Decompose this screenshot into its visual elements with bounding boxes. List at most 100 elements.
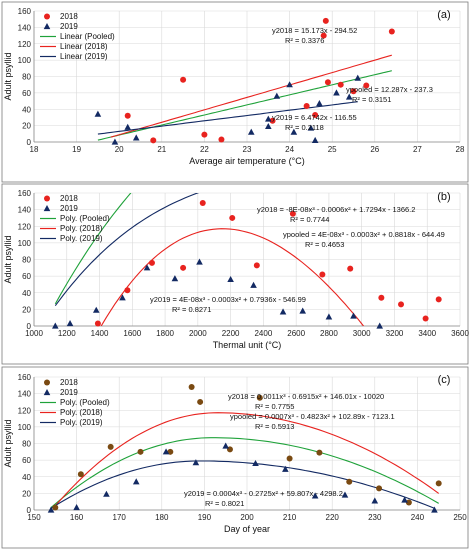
y-tick-label: 80	[22, 440, 31, 449]
point-2019	[311, 136, 319, 143]
x-tick-label: 160	[70, 513, 84, 522]
x-tick-label: 230	[368, 513, 382, 522]
point-2018	[363, 82, 370, 89]
y-tick-label: 100	[18, 423, 32, 432]
point-2019	[286, 81, 293, 88]
x-tick-label: 24	[285, 145, 294, 154]
x-tick-label: 27	[413, 145, 422, 154]
x-tick-label: 220	[326, 513, 340, 522]
point-2018	[435, 296, 442, 303]
fit-r2: R² = 0.8271	[172, 305, 211, 314]
panel-2: 0 20 40 60 80 100 120 140 160 1000 1200 1400 1600 180…	[1, 183, 469, 365]
point-2019	[376, 322, 384, 329]
legend-item: 2019	[60, 388, 78, 397]
point-2019	[345, 93, 353, 100]
point-2018	[322, 17, 329, 24]
point-2018	[124, 287, 131, 294]
x-axis-label: Thermal unit (°C)	[213, 340, 282, 350]
point-2019	[371, 497, 379, 504]
point-2019	[52, 322, 59, 329]
fit-equation: ypooled = 12.287x - 237.3	[346, 85, 433, 94]
point-2018	[199, 199, 206, 206]
legend-item: Linear (2019)	[60, 52, 108, 61]
x-tick-label: 1800	[156, 329, 174, 338]
point-2019	[341, 491, 349, 498]
legend-item: Linear (2018)	[60, 42, 108, 51]
point-2018	[435, 480, 442, 487]
point-2018	[337, 81, 344, 88]
point-2018	[253, 262, 260, 269]
point-2018	[289, 210, 296, 217]
panel-label: (a)	[437, 9, 450, 21]
point-2018	[229, 214, 236, 221]
y-tick-label: 120	[18, 406, 32, 415]
x-tick-label: 3400	[418, 329, 436, 338]
legend-item: Poly. (2019)	[60, 418, 103, 427]
x-tick-label: 1600	[123, 329, 141, 338]
x-tick-label: 2000	[189, 329, 207, 338]
legend-item: Poly. (2019)	[60, 234, 103, 243]
fit-line-poly-2018-	[54, 412, 440, 507]
point-2019	[311, 492, 319, 499]
point-2019	[192, 459, 200, 466]
panel-1: 0 20 40 60 80 100 120 140 160 18 19 20 21 22 23 24 25 26 2…	[1, 1, 469, 183]
y-tick-label: 60	[22, 89, 31, 98]
panel-label: (c)	[438, 374, 451, 386]
point-2019	[350, 312, 357, 319]
point-2019	[401, 496, 408, 503]
point-2018	[137, 448, 144, 455]
point-2018	[107, 443, 114, 450]
point-2018	[316, 449, 323, 456]
point-2018	[188, 383, 195, 390]
point-2019	[94, 110, 102, 117]
point-2019	[325, 313, 333, 320]
y-tick-label: 140	[18, 206, 32, 215]
point-2019	[227, 275, 234, 283]
point-2019	[431, 506, 438, 513]
y-tick-label: 0	[27, 138, 32, 147]
point-2019	[273, 92, 281, 99]
x-tick-label: 150	[27, 513, 41, 522]
x-tick-label: 1200	[58, 329, 76, 338]
fit-line-linear-2018-	[110, 54, 392, 138]
point-2019	[354, 74, 362, 81]
x-tick-label: 3000	[353, 329, 371, 338]
x-tick-label: 210	[283, 513, 297, 522]
x-tick-label: 21	[157, 145, 166, 154]
panel-3: 0 20 40 60 80 100 120 140 160 150 160 170 180 190 200 2…	[1, 366, 469, 549]
fit-line-linear-pooled-	[97, 70, 392, 141]
point-2019	[333, 89, 340, 96]
fit-r2: R² = 0.7744	[290, 215, 329, 224]
panel-label: (b)	[437, 191, 450, 203]
point-2019	[196, 258, 203, 265]
x-tick-label: 26	[370, 145, 379, 154]
fit-r2: R² = 0.8021	[205, 499, 244, 508]
y-tick-label: 60	[22, 272, 31, 281]
legend-marker-2018	[44, 13, 50, 20]
point-2018	[150, 137, 157, 144]
point-2019	[103, 490, 110, 497]
point-2018	[350, 88, 357, 95]
point-2019	[162, 448, 170, 455]
point-2018	[77, 471, 84, 478]
point-2018	[167, 448, 174, 455]
point-2018	[197, 398, 204, 405]
point-2019	[282, 465, 289, 472]
fit-equation: y2018 = 15.173x - 294.52	[272, 26, 357, 35]
point-2018	[398, 301, 405, 308]
point-2019	[252, 459, 259, 467]
fit-line-poly-2019-	[50, 460, 435, 509]
point-2018	[312, 111, 319, 118]
point-2018	[180, 76, 187, 83]
point-2018	[124, 112, 131, 119]
fit-line-linear-2019-	[97, 101, 358, 135]
point-2019	[47, 506, 55, 513]
point-2019	[124, 123, 132, 130]
fit-r2: R² = 0.5913	[255, 422, 294, 431]
point-2018	[269, 117, 276, 124]
point-2018	[180, 264, 187, 271]
y-tick-label: 40	[22, 289, 31, 298]
point-2018	[148, 259, 155, 266]
point-2019	[143, 264, 151, 271]
